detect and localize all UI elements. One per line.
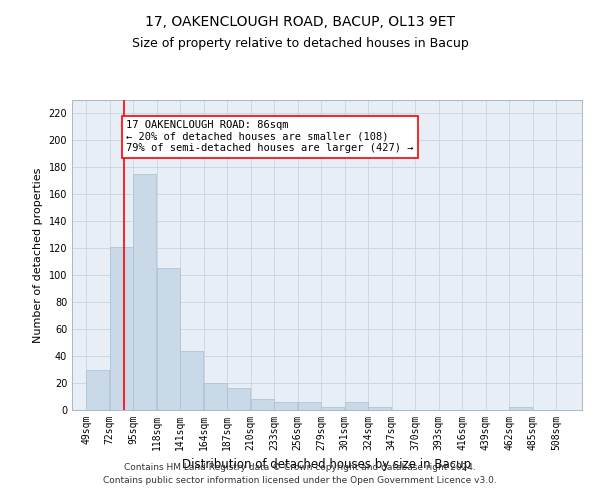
Text: Contains public sector information licensed under the Open Government Licence v3: Contains public sector information licen… <box>103 476 497 485</box>
Bar <box>274 402 297 410</box>
Text: Size of property relative to detached houses in Bacup: Size of property relative to detached ho… <box>131 38 469 51</box>
Bar <box>298 402 321 410</box>
Text: 17 OAKENCLOUGH ROAD: 86sqm
← 20% of detached houses are smaller (108)
79% of sem: 17 OAKENCLOUGH ROAD: 86sqm ← 20% of deta… <box>126 120 413 154</box>
Text: Contains HM Land Registry data © Crown copyright and database right 2024.: Contains HM Land Registry data © Crown c… <box>124 464 476 472</box>
X-axis label: Distribution of detached houses by size in Bacup: Distribution of detached houses by size … <box>182 458 472 471</box>
Bar <box>181 350 203 410</box>
Bar <box>227 388 250 410</box>
Bar <box>133 174 156 410</box>
Bar <box>251 399 274 410</box>
Bar <box>345 402 368 410</box>
Bar <box>86 370 109 410</box>
Bar <box>204 383 227 410</box>
Bar <box>157 268 180 410</box>
Text: 17, OAKENCLOUGH ROAD, BACUP, OL13 9ET: 17, OAKENCLOUGH ROAD, BACUP, OL13 9ET <box>145 15 455 29</box>
Bar <box>322 408 344 410</box>
Bar <box>110 247 133 410</box>
Bar <box>509 408 532 410</box>
Bar <box>368 408 391 410</box>
Y-axis label: Number of detached properties: Number of detached properties <box>33 168 43 342</box>
